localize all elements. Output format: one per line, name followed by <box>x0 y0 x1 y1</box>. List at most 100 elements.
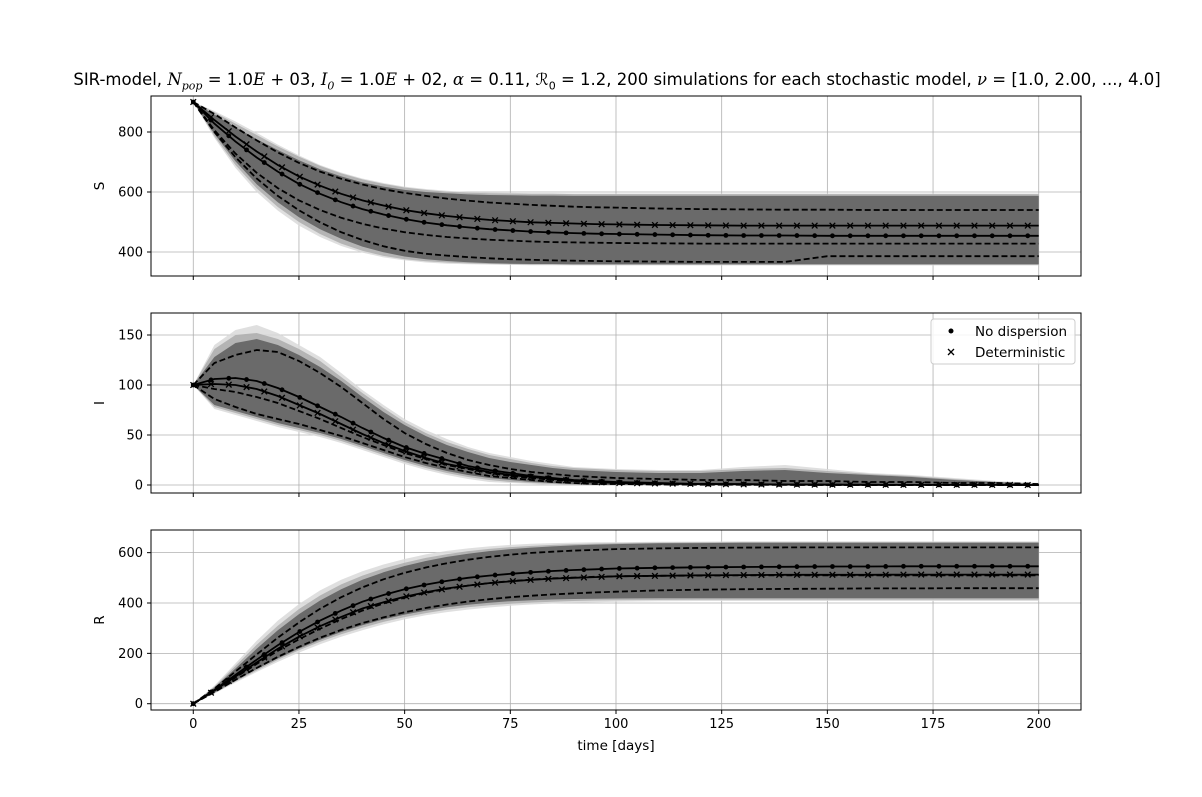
deterministic-marker <box>669 480 676 487</box>
deterministic-marker <box>385 203 392 210</box>
quantile-line <box>192 574 1039 705</box>
y-axis-label-r: R <box>92 615 108 624</box>
legend-label: Deterministic <box>975 345 1065 361</box>
no-dispersion-marker <box>226 133 232 139</box>
deterministic-marker <box>1006 222 1014 229</box>
no-dispersion-marker <box>545 568 551 574</box>
deterministic-marker <box>651 221 659 229</box>
no-dispersion-marker <box>705 564 711 570</box>
no-dispersion-marker <box>403 445 409 450</box>
no-dispersion-marker <box>297 181 303 187</box>
no-dispersion-marker <box>439 579 445 585</box>
no-dispersion-marker <box>830 233 835 239</box>
deterministic-marker <box>917 222 925 229</box>
panels: 400 600 800 S 0 50 100 150 I No dispersion Determi… <box>92 95 1082 732</box>
no-dispersion-marker <box>901 563 906 569</box>
deterministic-marker <box>864 222 872 229</box>
no-dispersion-marker <box>457 576 462 582</box>
deterministic-marker <box>687 221 694 229</box>
no-dispersion-marker <box>421 451 427 456</box>
deterministic-marker <box>616 221 623 228</box>
y-tick-label: 50 <box>126 429 143 444</box>
deterministic-marker <box>545 219 552 227</box>
no-dispersion-marker <box>492 572 498 578</box>
y-tick-label: 0 <box>135 479 143 494</box>
no-dispersion-marker <box>545 229 551 235</box>
y-tick-label: 150 <box>118 329 143 344</box>
no-dispersion-marker <box>474 574 480 580</box>
no-dispersion-marker <box>865 233 871 239</box>
no-dispersion-marker <box>1025 233 1031 239</box>
no-dispersion-marker <box>847 233 853 239</box>
x-tick-label: 200 <box>1026 717 1051 732</box>
y-tick-label: 800 <box>118 126 143 141</box>
no-dispersion-marker <box>652 232 658 237</box>
no-dispersion-marker <box>972 233 977 239</box>
no-dispersion-marker <box>688 564 693 570</box>
title-i0: I0 <box>320 70 335 93</box>
legend-x-icon <box>947 348 955 356</box>
deterministic-marker <box>225 127 233 135</box>
no-dispersion-marker <box>972 563 977 569</box>
no-dispersion-marker <box>759 233 764 238</box>
deterministic-marker <box>971 571 978 578</box>
deterministic-marker <box>669 221 676 229</box>
deterministic-marker <box>1024 571 1031 578</box>
deterministic-marker <box>314 181 321 188</box>
deterministic-marker <box>261 153 268 160</box>
no-dispersion-marker <box>581 567 587 573</box>
deterministic-marker <box>491 216 499 224</box>
deterministic-marker <box>296 402 304 409</box>
deterministic-marker <box>403 207 410 214</box>
deterministic-marker <box>935 222 943 229</box>
confidence-band-dark <box>193 542 1039 704</box>
legend: No dispersion Deterministic <box>930 318 1076 365</box>
deterministic-marker <box>740 222 747 229</box>
quantile-line <box>192 384 1039 486</box>
no-dispersion-marker <box>332 610 338 616</box>
no-dispersion-marker <box>528 569 534 575</box>
quantile-line <box>192 546 1039 705</box>
no-dispersion-marker <box>759 564 764 570</box>
deterministic-marker <box>935 571 943 578</box>
no-dispersion-marker <box>723 564 729 570</box>
no-dispersion-marker <box>847 564 853 569</box>
deterministic-marker <box>474 215 481 223</box>
no-dispersion-marker <box>244 377 249 382</box>
no-dispersion-marker <box>936 233 942 239</box>
deterministic-marker <box>988 571 996 578</box>
no-dispersion-marker <box>723 232 729 238</box>
no-dispersion-marker <box>315 619 320 625</box>
no-dispersion-marker <box>279 171 285 177</box>
no-dispersion-marker <box>368 429 374 435</box>
deterministic-marker <box>243 141 250 148</box>
deterministic-marker <box>687 480 694 488</box>
no-dispersion-marker <box>403 586 409 592</box>
deterministic-marker <box>598 220 605 228</box>
deterministic-marker <box>332 188 339 195</box>
x-tick-label: 100 <box>604 717 629 732</box>
no-dispersion-marker <box>901 233 906 239</box>
deterministic-marker <box>758 481 765 488</box>
y-axis-label-i: I <box>92 401 108 405</box>
no-dispersion-marker <box>705 232 711 238</box>
no-dispersion-marker <box>226 375 232 381</box>
plot-area <box>190 541 1039 707</box>
deterministic-marker <box>207 113 215 121</box>
no-dispersion-marker <box>776 233 782 238</box>
x-tick-label: 25 <box>291 717 308 732</box>
no-dispersion-marker <box>865 564 871 569</box>
no-dispersion-marker <box>794 233 800 238</box>
no-dispersion-marker <box>368 596 374 602</box>
no-dispersion-marker <box>421 219 427 225</box>
x-tick-label: 0 <box>189 717 197 732</box>
deterministic-marker <box>988 222 996 229</box>
deterministic-marker <box>793 222 801 229</box>
no-dispersion-marker <box>332 411 338 417</box>
deterministic-marker <box>740 481 747 488</box>
x-axis-label: time [days] <box>577 738 654 754</box>
no-dispersion-marker <box>368 208 374 214</box>
no-dispersion-marker <box>776 564 782 570</box>
no-dispersion-marker <box>883 564 889 569</box>
deterministic-marker <box>758 222 765 229</box>
